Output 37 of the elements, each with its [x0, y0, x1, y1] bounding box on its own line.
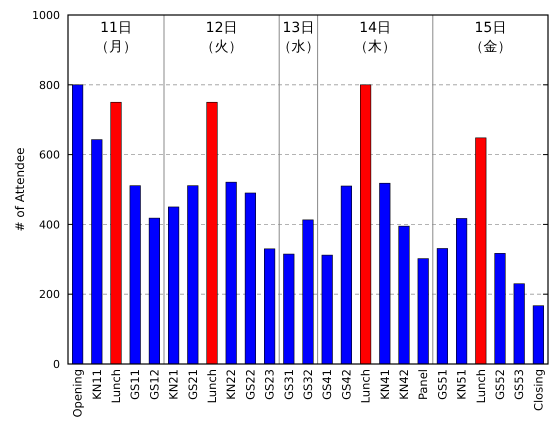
y-tick-label: 600	[39, 148, 60, 162]
y-tick-label: 800	[39, 78, 60, 92]
annotation: 12日（火）	[200, 19, 243, 57]
y-axis-title: # of Attendee	[13, 147, 27, 232]
x-tick-label: Lunch	[358, 369, 373, 404]
y-tick-label: 1000	[32, 9, 60, 22]
annotation: 13日（水）	[277, 19, 320, 57]
x-tick-label: Lunch	[109, 369, 123, 404]
x-tick-label: KN41	[378, 369, 392, 400]
x-tick-label: KN42	[397, 369, 411, 400]
x-tick-label: Lunch	[205, 369, 219, 404]
x-tick-label: KN51	[454, 369, 469, 400]
x-tick-label: GS11	[128, 369, 142, 400]
x-tick-label: Panel	[416, 369, 430, 400]
x-tick-label: GS21	[186, 369, 200, 400]
annotation: 11日（月）	[94, 19, 138, 57]
x-tick-label: GS32	[301, 369, 315, 400]
x-tick-label: Lunch	[474, 369, 488, 404]
y-tick-label: 400	[39, 218, 60, 232]
x-tick-label: KN22	[224, 369, 238, 400]
x-tick-label: KN21	[166, 369, 181, 400]
x-tick-label: GS12	[147, 369, 162, 400]
annotation: 15日（金）	[469, 19, 512, 57]
x-tick-label: GS23	[262, 369, 277, 400]
x-tick-label: Closing	[531, 369, 546, 412]
y-tick-label: 200	[39, 288, 60, 302]
x-tick-label: GS41	[320, 369, 334, 400]
x-tick-label: GS31	[282, 369, 296, 400]
x-tick-label: GS53	[512, 369, 526, 400]
y-tick-label: 0	[53, 358, 60, 371]
x-tick-label: GS51	[435, 369, 450, 400]
x-tick-label: GS42	[339, 369, 354, 400]
x-tick-label: GS52	[493, 369, 507, 400]
x-tick-label: GS22	[243, 369, 258, 400]
annotation: 14日（木）	[354, 19, 397, 57]
x-tick-label: KN11	[90, 369, 104, 400]
x-tick-label: Opening	[70, 369, 85, 418]
